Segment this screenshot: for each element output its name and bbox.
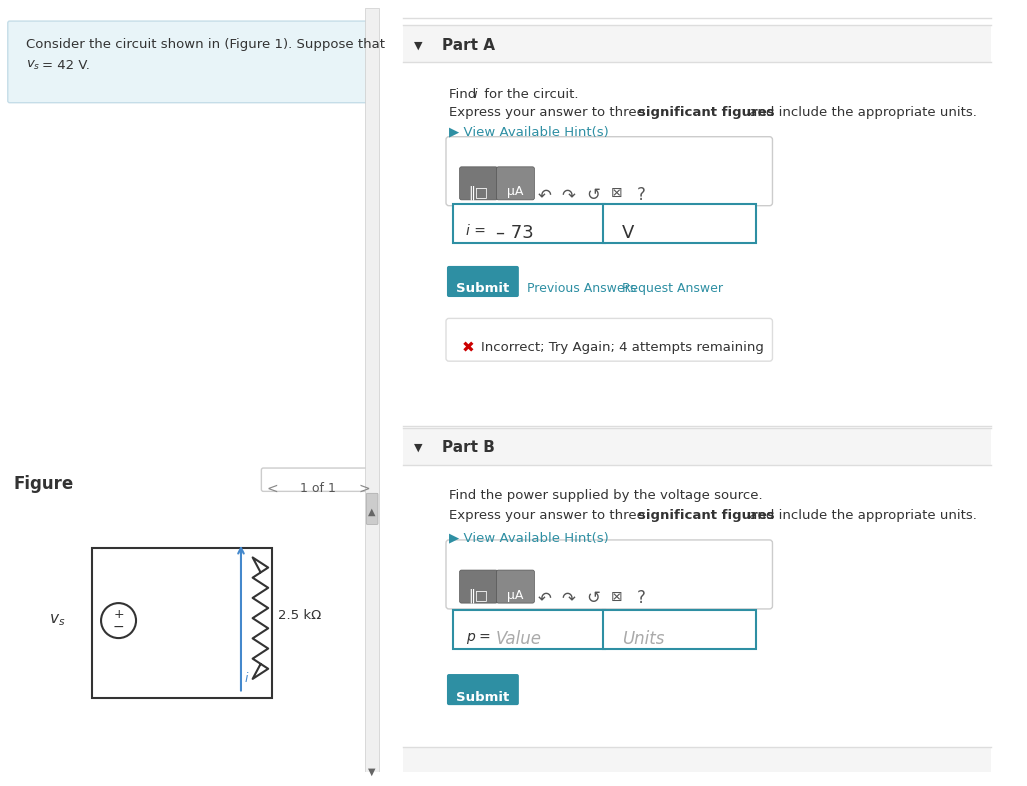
Bar — [404, 428, 991, 465]
Text: $v_s$: $v_s$ — [27, 59, 41, 72]
Text: i =: i = — [466, 224, 486, 238]
Text: Part A: Part A — [442, 38, 495, 53]
FancyBboxPatch shape — [262, 468, 372, 491]
Text: ?: ? — [637, 186, 646, 204]
Text: i: i — [244, 672, 249, 685]
FancyBboxPatch shape — [447, 674, 519, 705]
Text: Find the power supplied by the voltage source.: Find the power supplied by the voltage s… — [449, 490, 762, 502]
Text: ⊠: ⊠ — [611, 590, 622, 604]
Text: p =: p = — [466, 630, 491, 645]
Text: i: i — [473, 88, 477, 101]
Text: +: + — [113, 608, 124, 621]
Text: ⊠: ⊠ — [611, 186, 622, 200]
Text: ✖: ✖ — [461, 341, 474, 356]
Bar — [404, 25, 991, 62]
Text: V: V — [622, 224, 635, 242]
Text: Request Answer: Request Answer — [622, 282, 723, 296]
Circle shape — [101, 603, 136, 638]
FancyBboxPatch shape — [453, 204, 605, 243]
FancyBboxPatch shape — [447, 266, 519, 297]
Text: Part B: Part B — [442, 440, 495, 455]
Text: ▼: ▼ — [369, 766, 376, 777]
Text: Submit: Submit — [456, 691, 509, 703]
Text: ↷: ↷ — [562, 186, 575, 204]
Text: μA: μA — [506, 185, 523, 198]
Text: ↶: ↶ — [537, 186, 551, 204]
FancyBboxPatch shape — [604, 610, 756, 648]
Text: ↷: ↷ — [562, 590, 575, 608]
Text: Incorrect; Try Again; 4 attempts remaining: Incorrect; Try Again; 4 attempts remaini… — [481, 341, 764, 354]
FancyBboxPatch shape — [604, 204, 756, 243]
Text: Express your answer to three: Express your answer to three — [449, 105, 649, 119]
Text: 2.5 kΩ: 2.5 kΩ — [278, 609, 321, 623]
FancyBboxPatch shape — [446, 137, 772, 206]
Text: ↺: ↺ — [585, 590, 600, 608]
Text: ↺: ↺ — [585, 186, 600, 204]
Text: ▲: ▲ — [369, 507, 376, 517]
Text: Consider the circuit shown in (Figure 1). Suppose that: Consider the circuit shown in (Figure 1)… — [27, 38, 385, 50]
Text: Find: Find — [449, 88, 481, 101]
Text: for the circuit.: for the circuit. — [480, 88, 578, 101]
FancyBboxPatch shape — [460, 167, 497, 200]
FancyBboxPatch shape — [496, 570, 534, 603]
Text: = 42 V.: = 42 V. — [42, 59, 89, 72]
Text: ?: ? — [637, 590, 646, 608]
Text: Submit: Submit — [456, 282, 509, 296]
Text: Previous Answers: Previous Answers — [527, 282, 636, 296]
Text: and include the appropriate units.: and include the appropriate units. — [746, 105, 977, 119]
Bar — [404, 747, 991, 772]
Text: significant figures: significant figures — [639, 105, 775, 119]
Text: Express your answer to three: Express your answer to three — [449, 509, 649, 522]
Text: ▼: ▼ — [414, 443, 422, 453]
Text: and include the appropriate units.: and include the appropriate units. — [746, 509, 977, 522]
Text: ↶: ↶ — [537, 590, 551, 608]
Text: ▼: ▼ — [414, 40, 422, 50]
Text: >: > — [358, 482, 370, 496]
Text: ‖□: ‖□ — [468, 589, 488, 603]
FancyBboxPatch shape — [446, 540, 772, 609]
FancyBboxPatch shape — [460, 570, 497, 603]
Text: −: − — [113, 619, 124, 634]
Text: 1 of 1: 1 of 1 — [300, 482, 336, 494]
Text: ▶ View Available Hint(s): ▶ View Available Hint(s) — [449, 125, 609, 138]
Text: Value: Value — [496, 630, 541, 648]
FancyBboxPatch shape — [453, 610, 605, 648]
FancyBboxPatch shape — [446, 318, 772, 361]
FancyBboxPatch shape — [366, 9, 379, 772]
Text: μA: μA — [506, 589, 523, 601]
Text: ▶ View Available Hint(s): ▶ View Available Hint(s) — [449, 531, 609, 544]
FancyBboxPatch shape — [367, 494, 378, 524]
Text: Figure: Figure — [13, 475, 74, 493]
Text: Units: Units — [622, 630, 664, 648]
Text: <: < — [266, 482, 278, 496]
FancyBboxPatch shape — [8, 21, 376, 103]
Bar — [92, 548, 272, 698]
FancyBboxPatch shape — [496, 167, 534, 200]
Text: – 73: – 73 — [496, 224, 533, 242]
Text: $v_s$: $v_s$ — [48, 613, 65, 629]
Text: ‖□: ‖□ — [468, 185, 488, 200]
Text: significant figures: significant figures — [639, 509, 775, 522]
